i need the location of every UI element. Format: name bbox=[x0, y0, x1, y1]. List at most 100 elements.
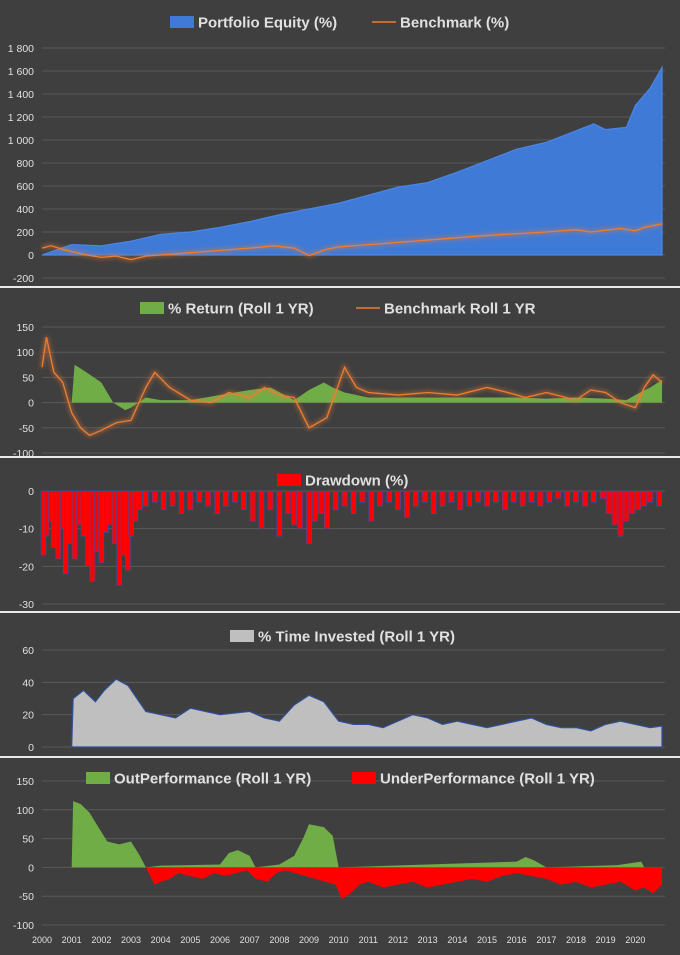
drawdown-bar bbox=[413, 491, 418, 506]
drawdown-bar bbox=[241, 491, 246, 510]
legend-label: Portfolio Equity (%) bbox=[198, 15, 337, 32]
y-tick-label: 1 000 bbox=[8, 135, 34, 147]
drawdown-bar bbox=[250, 491, 255, 521]
x-tick-label: 2009 bbox=[299, 935, 319, 945]
y-tick-label: -50 bbox=[19, 891, 34, 903]
drawdown-bar bbox=[197, 491, 202, 502]
drawdown-bar bbox=[657, 491, 662, 506]
y-tick-label: -30 bbox=[19, 599, 34, 611]
drawdown-bar bbox=[520, 491, 525, 506]
drawdown-bar bbox=[485, 491, 490, 506]
x-tick-label: 2001 bbox=[62, 935, 82, 945]
series-outperformance-roll-1-yr--area bbox=[72, 801, 645, 867]
x-tick-label: 2012 bbox=[388, 935, 408, 945]
drawdown-bar bbox=[333, 491, 338, 510]
panel-separator bbox=[0, 456, 680, 458]
y-tick-label: 20 bbox=[22, 710, 34, 722]
y-tick-label: 60 bbox=[22, 645, 34, 657]
series-underperformance-roll-1-yr--area bbox=[146, 867, 662, 899]
y-tick-label: -100 bbox=[13, 920, 34, 932]
legend-label: OutPerformance (Roll 1 YR) bbox=[114, 771, 311, 788]
drawdown-bar bbox=[582, 491, 587, 506]
drawdown-bar bbox=[591, 491, 596, 502]
drawdown-bar bbox=[143, 491, 148, 506]
drawdown-bar bbox=[277, 491, 282, 536]
panel-separator bbox=[0, 286, 680, 288]
drawdown-bar bbox=[404, 491, 409, 517]
x-tick-label: 2000 bbox=[32, 935, 52, 945]
y-tick-label: 0 bbox=[28, 486, 34, 498]
y-tick-label: 0 bbox=[28, 862, 34, 874]
drawdown-bar bbox=[137, 491, 142, 510]
legend-label: Benchmark (%) bbox=[400, 15, 509, 32]
legend-swatch bbox=[277, 474, 301, 486]
drawdown-bar bbox=[268, 491, 273, 510]
drawdown-bar bbox=[556, 491, 561, 499]
series-portfolio-equity--area bbox=[42, 68, 662, 255]
x-tick-label: 2015 bbox=[477, 935, 497, 945]
drawdown-bar bbox=[286, 491, 291, 514]
y-tick-label: -20 bbox=[19, 561, 34, 573]
drawdown-bar bbox=[440, 491, 445, 506]
y-tick-label: 100 bbox=[16, 347, 34, 359]
drawdown-bar bbox=[493, 491, 498, 502]
drawdown-bar bbox=[574, 491, 579, 502]
legend-label: Benchmark Roll 1 YR bbox=[384, 301, 536, 318]
y-tick-label: 100 bbox=[16, 805, 34, 817]
drawdown-bar bbox=[502, 491, 507, 510]
drawdown-bar bbox=[606, 491, 611, 514]
drawdown-bar bbox=[179, 491, 184, 514]
y-tick-label: 150 bbox=[16, 776, 34, 788]
drawdown-bar bbox=[600, 491, 605, 499]
y-tick-label: 800 bbox=[16, 158, 34, 170]
drawdown-bar bbox=[188, 491, 193, 510]
drawdown-bar bbox=[318, 491, 323, 514]
drawdown-bar bbox=[161, 491, 166, 510]
drawdown-bar bbox=[547, 491, 552, 502]
y-tick-label: 50 bbox=[22, 372, 34, 384]
y-tick-label: 1 600 bbox=[8, 66, 34, 78]
legend-swatch bbox=[352, 772, 376, 784]
drawdown-bar bbox=[312, 491, 317, 521]
y-tick-label: 400 bbox=[16, 204, 34, 216]
drawdown-bar bbox=[369, 491, 374, 521]
drawdown-bar bbox=[467, 491, 472, 506]
series--time-invested-roll-1-yr--area bbox=[72, 679, 662, 747]
drawdown-bar bbox=[648, 491, 653, 502]
x-tick-label: 2003 bbox=[121, 935, 141, 945]
drawdown-bar bbox=[538, 491, 543, 506]
drawdown-bar bbox=[307, 491, 312, 544]
drawdown-bar bbox=[292, 491, 297, 525]
x-tick-label: 2005 bbox=[180, 935, 200, 945]
drawdown-bar bbox=[529, 491, 534, 502]
drawdown-bar bbox=[618, 491, 623, 536]
legend-label: % Return (Roll 1 YR) bbox=[168, 301, 314, 318]
x-tick-label: 2013 bbox=[418, 935, 438, 945]
drawdown-bar bbox=[378, 491, 383, 506]
drawdown-bar bbox=[624, 491, 629, 521]
x-tick-label: 2008 bbox=[269, 935, 289, 945]
drawdown-bar bbox=[223, 491, 228, 506]
x-tick-label: 2019 bbox=[596, 935, 616, 945]
drawdown-bar bbox=[298, 491, 303, 529]
y-tick-label: 1 400 bbox=[8, 89, 34, 101]
y-tick-label: 1 200 bbox=[8, 112, 34, 124]
y-tick-label: -200 bbox=[13, 273, 34, 285]
x-tick-label: 2018 bbox=[566, 935, 586, 945]
y-tick-label: 600 bbox=[16, 181, 34, 193]
legend-label: % Time Invested (Roll 1 YR) bbox=[258, 629, 455, 646]
y-tick-label: 0 bbox=[28, 250, 34, 262]
x-tick-label: 2016 bbox=[507, 935, 527, 945]
x-tick-label: 2017 bbox=[536, 935, 556, 945]
legend-swatch bbox=[170, 16, 194, 28]
y-tick-label: 40 bbox=[22, 677, 34, 689]
drawdown-bar bbox=[636, 491, 641, 510]
y-tick-label: -10 bbox=[19, 524, 34, 536]
drawdown-bar bbox=[387, 491, 392, 502]
drawdown-bar bbox=[458, 491, 463, 510]
y-tick-label: 200 bbox=[16, 227, 34, 239]
drawdown-bar bbox=[324, 491, 329, 529]
